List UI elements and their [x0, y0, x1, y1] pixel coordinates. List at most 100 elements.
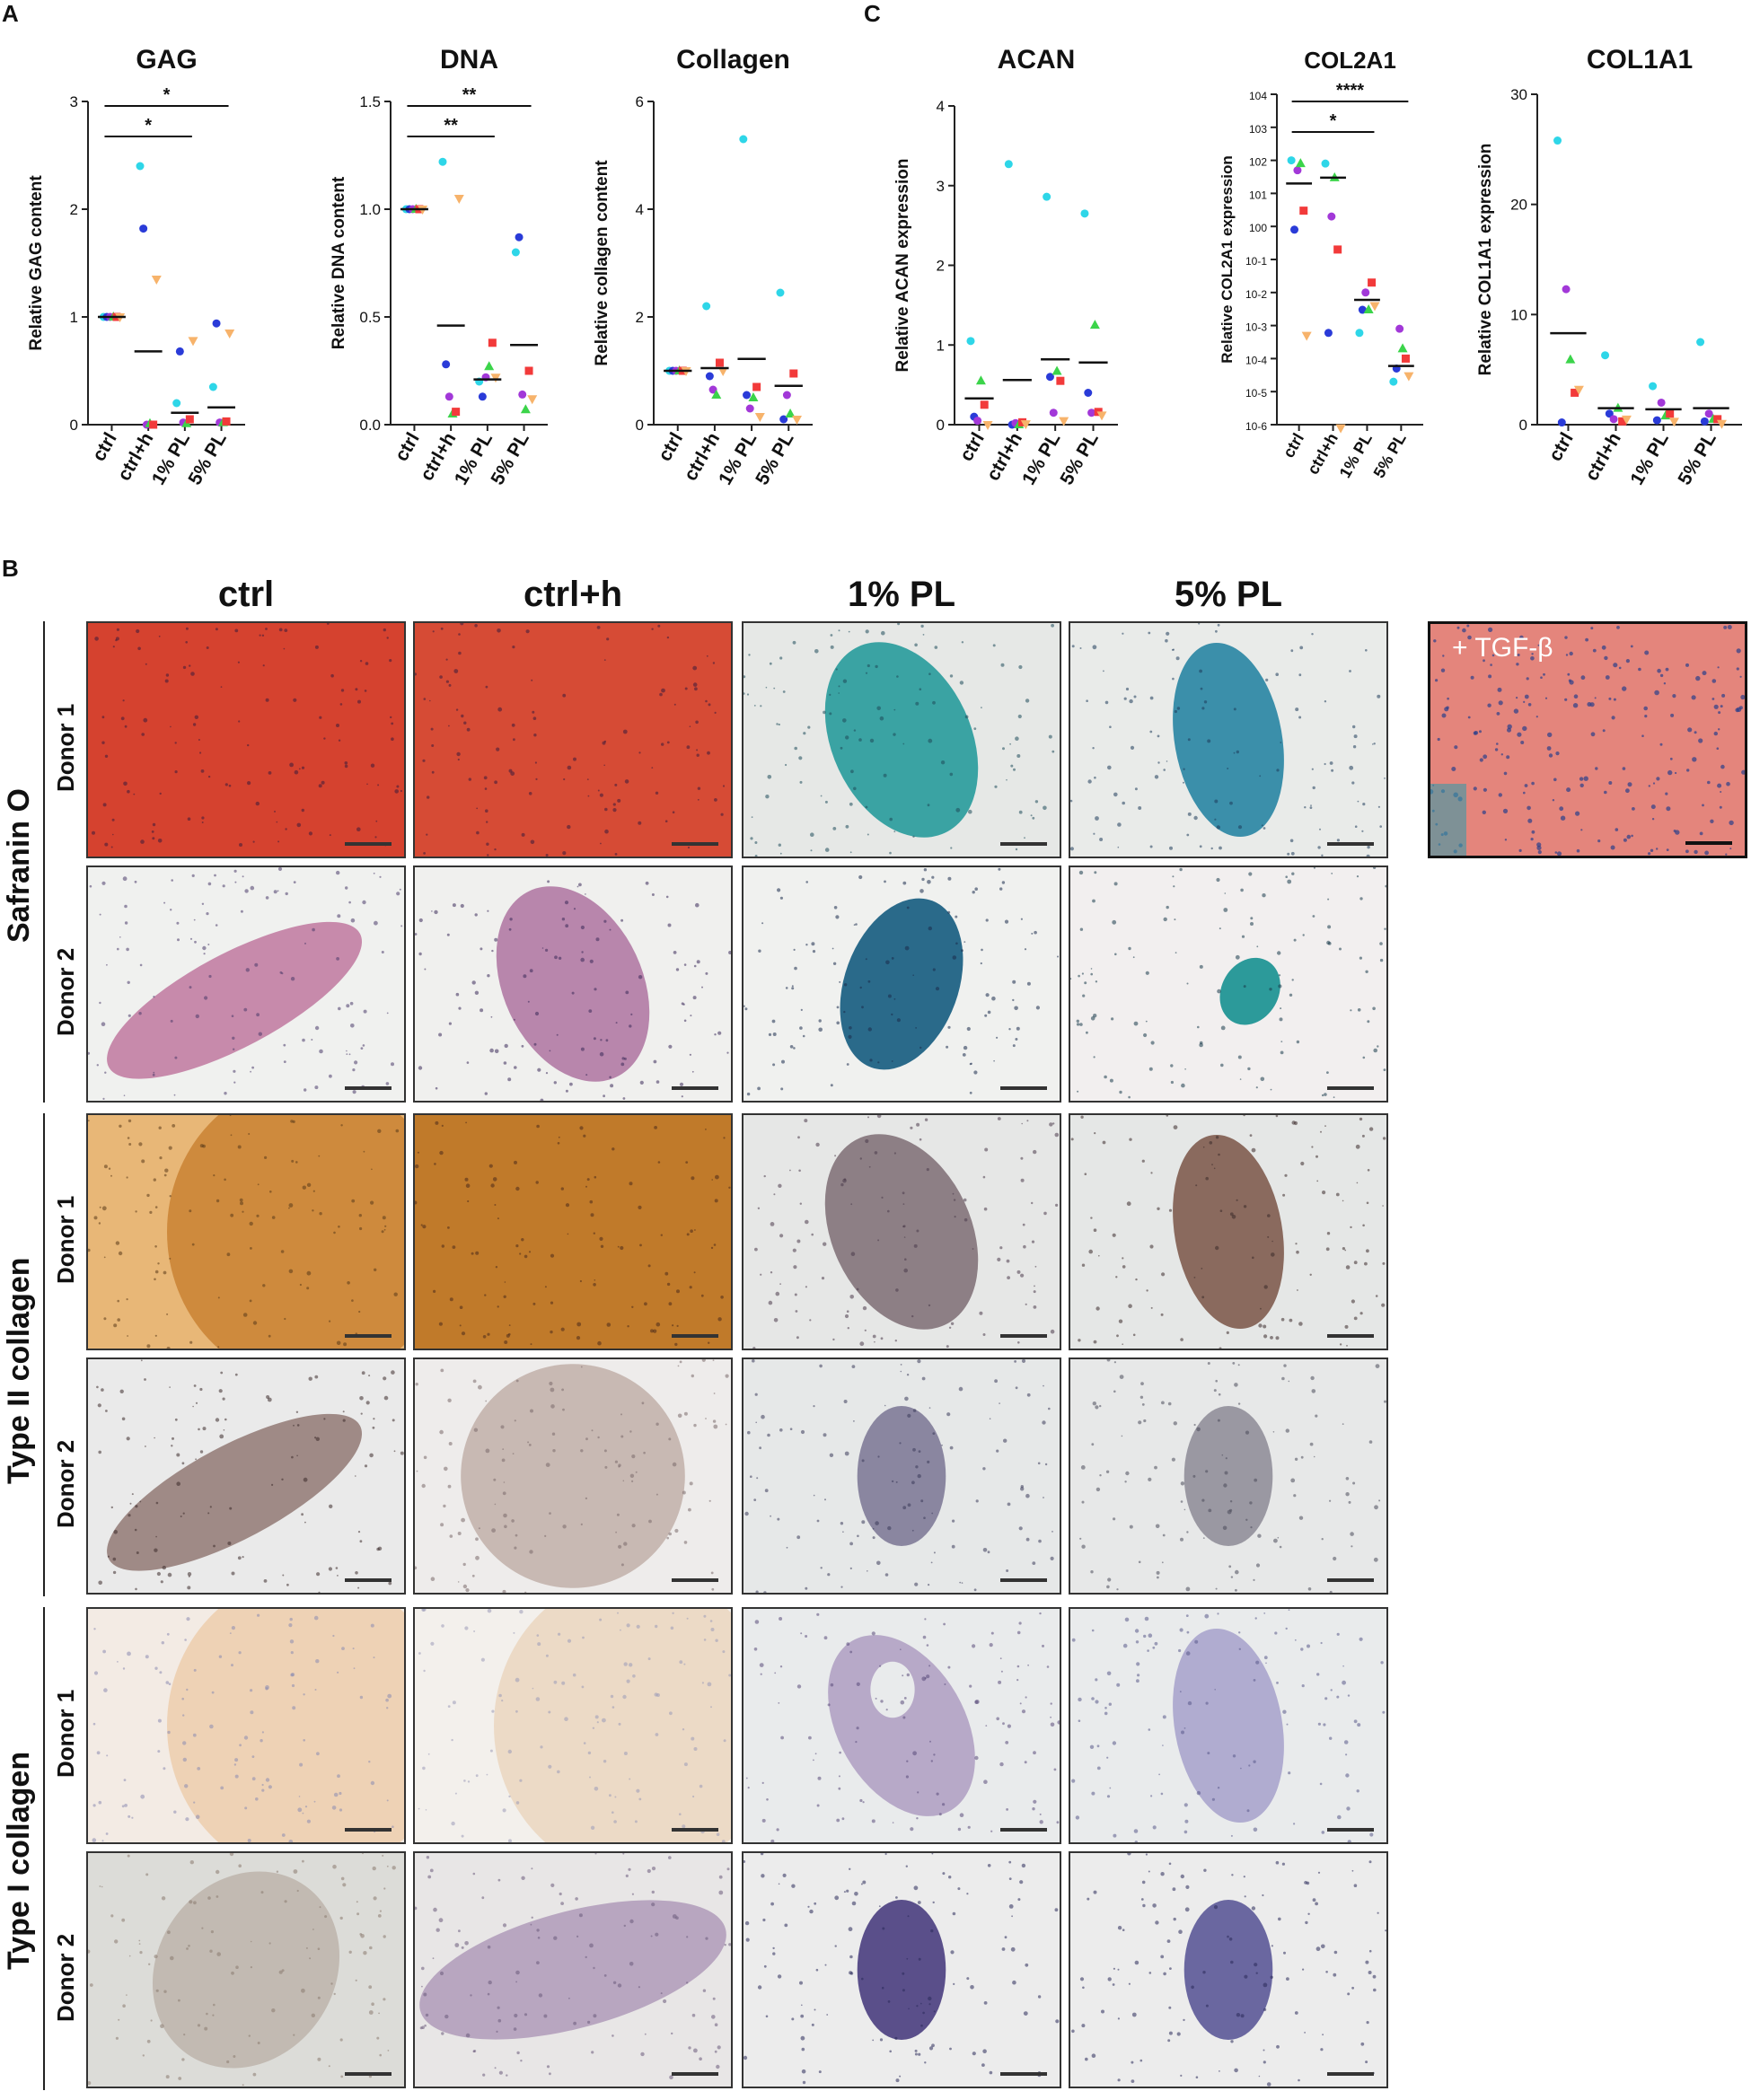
- significance-label: ****: [1336, 81, 1364, 101]
- data-point: [752, 382, 761, 391]
- y-axis-label: Relative GAG content: [27, 175, 46, 351]
- y-tick-label: 3: [70, 93, 78, 110]
- y-tick-label: 1.5: [359, 93, 381, 110]
- scale-bar: [345, 1334, 392, 1338]
- y-axis-label: Relative DNA content: [330, 176, 348, 349]
- data-point: [1361, 288, 1370, 297]
- significance-label: **: [462, 85, 477, 105]
- data-point: [980, 400, 989, 409]
- data-point: [518, 390, 527, 399]
- y-tick-label: 0: [1519, 417, 1527, 434]
- data-point: [490, 373, 501, 383]
- data-point: [527, 395, 538, 405]
- significance-label: *: [1330, 111, 1337, 131]
- data-point: [175, 347, 184, 356]
- y-tick-label: 3: [937, 178, 945, 195]
- data-point: [782, 391, 791, 400]
- data-point: [711, 390, 722, 399]
- data-point: [1389, 377, 1398, 386]
- scale-bar: [345, 1828, 392, 1832]
- histology-image: [742, 621, 1061, 858]
- significance-label: *: [145, 116, 152, 136]
- data-point: [1049, 409, 1058, 417]
- data-point: [1056, 376, 1065, 385]
- chart-col2a1: COL2A1 10-6 10-5 10-4 10-3 10-2 10-1 100 101 102 1…: [1219, 47, 1423, 481]
- data-point: [1601, 351, 1610, 360]
- chart-title: GAG: [136, 45, 197, 75]
- data-point: [1358, 305, 1367, 314]
- donor-label: Donor 2: [52, 947, 79, 1036]
- y-tick-label: 30: [1510, 86, 1527, 103]
- data-point: [1565, 354, 1576, 364]
- stain-label: Type II collagen: [2, 1257, 36, 1484]
- histology-image: [1069, 1607, 1388, 1844]
- y-tick-label: 1: [70, 309, 78, 326]
- data-point: [1290, 225, 1299, 234]
- data-point: [1293, 166, 1302, 175]
- histology-image: [86, 1358, 406, 1595]
- data-point: [1369, 302, 1380, 312]
- scale-bar: [1000, 1578, 1047, 1582]
- chart-col1a1: COL1A1 0 10 20 30 Relative COL1A1 expression c…: [1476, 45, 1742, 488]
- histology-image: [742, 1851, 1061, 2088]
- data-point: [785, 409, 796, 417]
- histology-image: [86, 1113, 406, 1350]
- data-point: [1363, 304, 1374, 314]
- data-point: [1557, 418, 1566, 427]
- data-point: [715, 358, 724, 367]
- data-point: [438, 157, 447, 166]
- data-point: [1618, 417, 1627, 426]
- scale-bar: [672, 1828, 718, 1832]
- histology-image: [1069, 865, 1388, 1103]
- y-axis-label: Relative COL1A1 expression: [1476, 144, 1495, 376]
- data-point: [1401, 354, 1410, 363]
- data-point: [1700, 417, 1709, 426]
- histology-image: [86, 621, 406, 858]
- data-point: [748, 392, 759, 401]
- data-point: [1059, 417, 1069, 426]
- data-point: [224, 329, 235, 338]
- data-point: [452, 408, 461, 417]
- data-point: [739, 135, 748, 144]
- data-point: [511, 248, 520, 257]
- scale-bar: [1327, 1086, 1374, 1090]
- panel-letter-c: C: [864, 0, 881, 27]
- y-tick-label: 0.0: [359, 417, 381, 434]
- data-point: [1571, 388, 1579, 397]
- y-axis-label: Relative ACAN expression: [893, 159, 912, 373]
- donor-label: Donor 2: [52, 1933, 79, 2022]
- stain-bracket: [43, 1607, 45, 2090]
- stain-bracket: [43, 1113, 45, 1596]
- stain-label: Safranin O: [2, 788, 36, 943]
- data-point: [1609, 415, 1618, 424]
- histology-image: [413, 621, 733, 858]
- y-axis-label: Relative COL2A1 expression: [1219, 155, 1236, 363]
- column-header: ctrl+h: [523, 575, 623, 614]
- significance-label: *: [163, 85, 171, 105]
- data-point: [1295, 158, 1306, 168]
- data-point: [185, 415, 194, 424]
- data-point: [1299, 206, 1308, 215]
- histology-image: [413, 1358, 733, 1595]
- data-point: [1089, 320, 1100, 329]
- scale-bar: [1327, 2072, 1374, 2076]
- y-tick-label: 10-6: [1245, 420, 1267, 433]
- y-tick-label: 2: [636, 309, 644, 326]
- y-tick-label: 0: [636, 417, 644, 434]
- data-point: [1051, 365, 1062, 375]
- histology-image: [742, 1113, 1061, 1350]
- data-point: [188, 337, 198, 347]
- donor-label: Donor 2: [52, 1439, 79, 1528]
- donor-label: Donor 1: [52, 1689, 79, 1778]
- x-tick-label: 5% PL: [752, 429, 798, 488]
- y-tick-label: 2: [70, 201, 78, 218]
- data-point: [442, 360, 451, 369]
- scale-bar: [345, 1578, 392, 1582]
- panel-letter-a: A: [2, 0, 19, 27]
- data-point: [982, 421, 993, 430]
- x-tick-label: ctrl: [392, 429, 424, 465]
- y-tick-label: 104: [1249, 90, 1267, 102]
- data-point: [705, 372, 714, 381]
- x-tick-label: ctrl+h: [1581, 429, 1625, 485]
